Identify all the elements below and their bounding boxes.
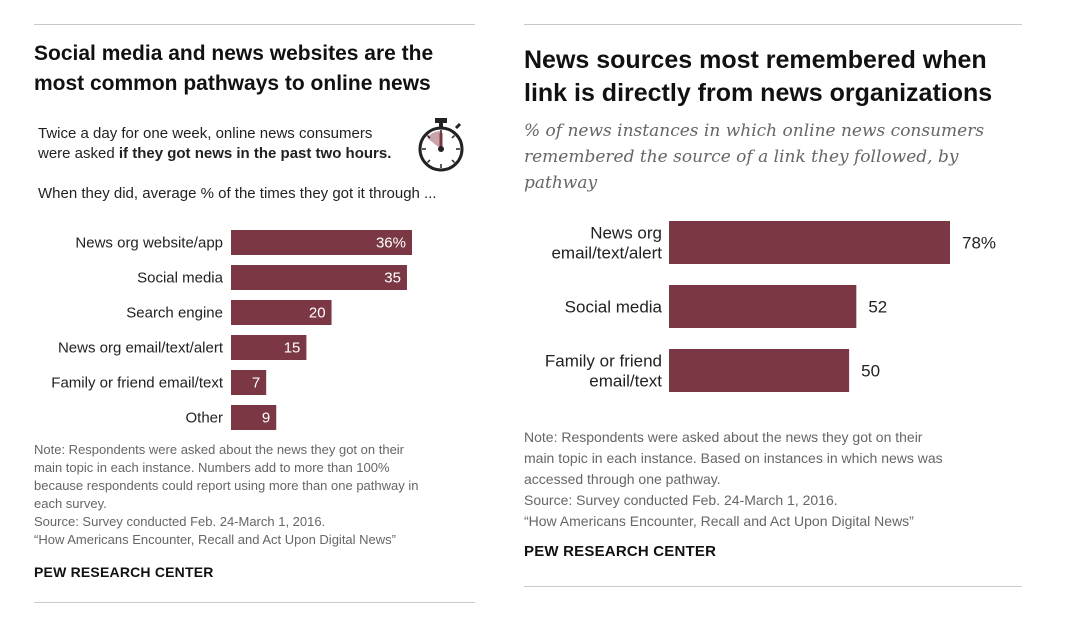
category-label: Family or friend email/text [51,375,224,392]
left-note-line: each survey. [34,496,107,511]
right-subtitle-line: % of news instances in which online news… [524,121,985,141]
left-chart-title-line1: Social media and news websites are the [34,42,434,65]
data-label: 52 [868,298,887,317]
data-label: 36% [376,235,406,252]
bar [231,335,307,360]
right-subtitle: % of news instances in which online news… [524,118,984,196]
bar [231,370,267,395]
left-intro-line2: were asked if they got news in the past … [38,144,391,164]
data-label: 78% [962,234,996,253]
left-lead-text: When they did, average % of the times th… [38,185,437,202]
left-intro: Twice a day for one week, online news co… [38,124,391,164]
data-label: 15 [284,340,301,357]
category-label: email/text/alert [551,244,662,263]
right-chart-title-line2: link is directly from news organizations [524,79,993,107]
left-source-line: Source: Survey conducted Feb. 24-March 1… [34,514,326,529]
right-top-rule [524,24,1022,25]
category-label: News org [590,224,662,243]
right-chart-title-line1: News sources most remembered when [524,46,987,74]
bar [669,285,857,328]
bar [231,230,412,255]
stopwatch-icon [418,118,464,172]
right-source-line: “How Americans Encounter, Recall and Act… [524,513,914,529]
left-chart-title-line2: most common pathways to online news [34,72,431,95]
left-note-line: because respondents could report using m… [34,478,419,493]
right-bottom-rule [524,586,1022,587]
data-label: 7 [252,375,260,392]
left-intro-line2-bold: if they got news in the past two hours. [118,145,392,162]
category-label: Social media [565,298,663,317]
data-label: 20 [309,305,326,322]
left-note-line: main topic in each instance. Numbers add… [34,460,390,475]
right-note: Note: Respondents were asked about the n… [524,427,943,532]
bar [231,405,277,430]
left-note-line: Note: Respondents were asked about the n… [34,442,405,457]
left-intro-line2-plain: were asked [38,145,119,162]
category-label: News org website/app [75,235,223,252]
right-note-line: accessed through one pathway. [524,471,721,487]
left-top-rule [34,24,475,25]
left-intro-line1: Twice a day for one week, online news co… [38,125,373,142]
bar [669,349,850,392]
data-label: 9 [262,410,270,427]
right-subtitle-line: remembered the source of a link they fol… [524,147,959,167]
left-source-line: “How Americans Encounter, Recall and Act… [34,532,396,547]
bar [231,265,407,290]
category-label: email/text [589,372,662,391]
right-brand-pew: PEW RESEARCH CENTER [524,543,717,560]
category-label: News org email/text/alert [58,340,224,357]
right-subtitle-line: pathway [524,173,598,193]
left-bottom-rule [34,602,475,603]
category-label: Family or friend [545,352,662,371]
right-note-line: main topic in each instance. Based on in… [524,450,943,466]
data-label: 50 [861,362,880,381]
left-brand-pew: PEW RESEARCH CENTER [34,564,214,580]
category-label: Other [185,410,223,427]
category-label: Search engine [126,305,223,322]
data-label: 35 [384,270,401,287]
left-note: Note: Respondents were asked about the n… [34,441,418,549]
bar [669,221,950,264]
right-source-line: Source: Survey conducted Feb. 24-March 1… [524,492,838,508]
right-note-line: Note: Respondents were asked about the n… [524,429,923,445]
category-label: Social media [137,270,224,287]
left-bar-chart: News org website/app 36% Social media 35 Sea… [51,230,412,430]
bar [231,300,332,325]
